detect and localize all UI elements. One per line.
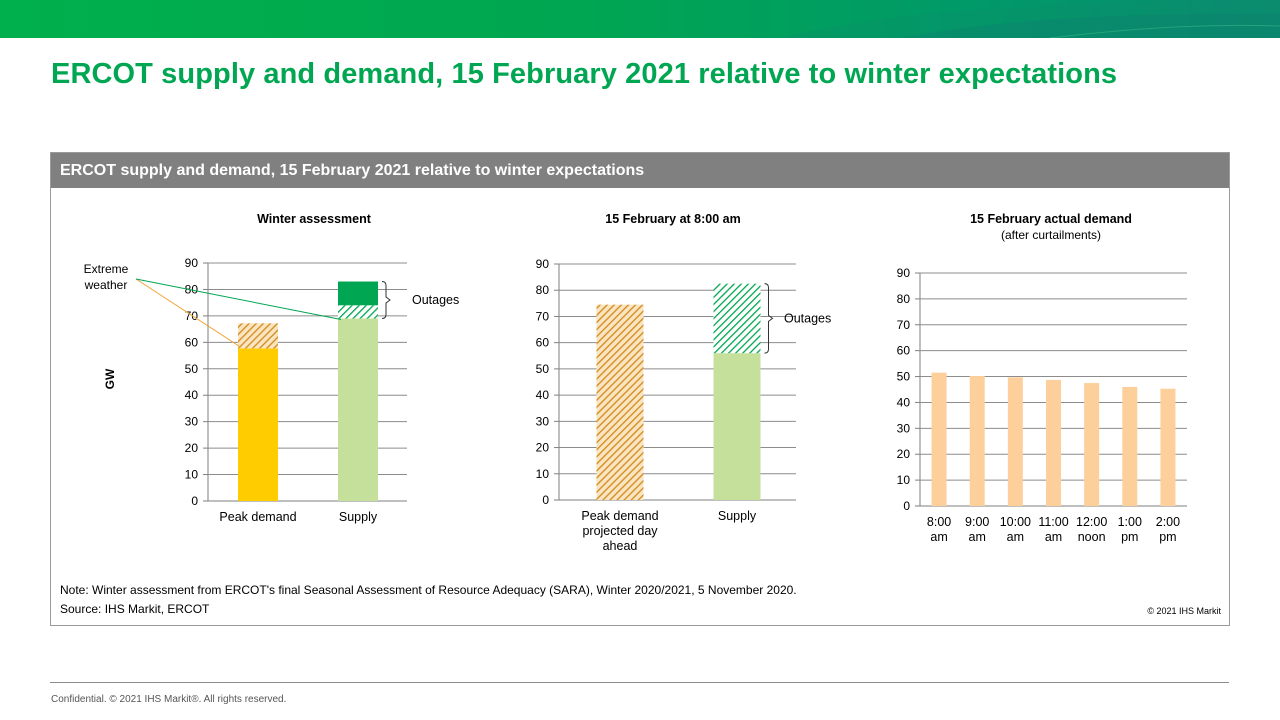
actual-demand-bar	[1160, 388, 1176, 506]
outages-label: Outages	[412, 293, 459, 307]
panel-header: ERCOT supply and demand, 15 February 202…	[51, 153, 1229, 188]
charts-canvas: Winter assessment GW 0 10 20 30 40 50 60 70 80 90…	[84, 212, 1187, 553]
y-tick-label: 50	[536, 362, 550, 376]
chart-feb15-8am: 15 February at 8:00 am 0 10 20 30 40 50 60 70 80…	[536, 212, 832, 553]
x-tick-label: 10:00	[1000, 515, 1031, 529]
y-tick-label: 70	[897, 318, 911, 332]
bar-segment-supply	[338, 305, 378, 319]
y-tick-label: 80	[897, 292, 911, 306]
x-tick-label: 9:00	[965, 515, 989, 529]
y-tick-label: 10	[897, 473, 911, 487]
actual-demand-bar	[1046, 379, 1061, 506]
x-tick-label: pm	[1159, 530, 1176, 544]
actual-demand-bar	[1007, 377, 1023, 506]
banner-wave-graphic	[780, 0, 1280, 38]
y-tick-label: 60	[536, 336, 550, 350]
x-tick-label: pm	[1121, 530, 1138, 544]
y-tick-label: 10	[185, 468, 199, 482]
y-tick-label: 10	[536, 467, 550, 481]
chart3-subtitle: (after curtailments)	[1001, 228, 1101, 242]
x-tick-label: am	[969, 530, 986, 544]
x-tick-label: ahead	[603, 539, 638, 553]
extreme-weather-label-line1: Extreme	[84, 262, 129, 276]
x-tick-label: 1:00	[1118, 515, 1142, 529]
bar-segment-supply	[713, 353, 761, 500]
x-tick-label: Peak demand	[581, 509, 658, 523]
x-tick-label: Supply	[339, 510, 378, 524]
footer-divider	[50, 682, 1229, 683]
bar-segment-supply	[713, 283, 761, 354]
bar-segment-peak-demand-projected	[596, 304, 644, 500]
x-tick-label: 2:00	[1156, 515, 1180, 529]
actual-demand-bar	[1122, 386, 1138, 506]
y-tick-label: 40	[185, 388, 199, 402]
extreme-weather-leader-orange	[135, 278, 242, 348]
x-tick-label: 12:00	[1076, 515, 1107, 529]
x-tick-label: am	[930, 530, 947, 544]
y-tick-label: 50	[897, 370, 911, 384]
y-tick-label: 60	[897, 344, 911, 358]
bracket-shape	[381, 281, 391, 320]
y-tick-label: 90	[185, 256, 199, 270]
extreme-weather-label-line2: weather	[84, 278, 128, 292]
x-tick-label: Supply	[718, 509, 757, 523]
chart2-title: 15 February at 8:00 am	[605, 212, 741, 226]
x-tick-label: noon	[1078, 530, 1106, 544]
y-tick-label: 20	[185, 441, 199, 455]
y-tick-label: 80	[185, 282, 199, 296]
bar-segment-peak-demand	[238, 323, 278, 349]
y-tick-label: 20	[897, 447, 911, 461]
chart-winter-assessment: Winter assessment GW 0 10 20 30 40 50 60 70 80 90…	[84, 212, 460, 524]
outages-bracket-chart2: Outages	[764, 283, 831, 354]
slide-title: ERCOT supply and demand, 15 February 202…	[51, 58, 1118, 90]
bar-segment-peak-demand	[238, 348, 278, 501]
extreme-weather-annotation: Extreme weather	[84, 262, 342, 348]
x-tick-label: am	[1007, 530, 1024, 544]
x-tick-label: 8:00	[927, 515, 951, 529]
actual-demand-bar	[969, 376, 985, 506]
y-tick-label: 60	[185, 335, 199, 349]
y-tick-label: 40	[897, 395, 911, 409]
y-tick-label: 70	[536, 309, 550, 323]
outages-label: Outages	[784, 311, 831, 325]
y-tick-label: 0	[903, 499, 910, 513]
y-tick-label: 0	[542, 493, 549, 507]
chart3-title: 15 February actual demand	[970, 212, 1132, 226]
y-tick-label: 30	[536, 414, 550, 428]
x-tick-label: projected day	[582, 524, 658, 538]
top-banner	[0, 0, 1280, 38]
chart1-ylabel: GW	[103, 368, 117, 389]
y-tick-label: 80	[536, 283, 550, 297]
y-tick-label: 40	[536, 388, 550, 402]
footer-confidential: Confidential. © 2021 IHS Markit®. All ri…	[51, 694, 287, 705]
outages-bracket-chart1: Outages	[381, 281, 459, 320]
chart1-title: Winter assessment	[257, 212, 372, 226]
note-text: Note: Winter assessment from ERCOT's fin…	[60, 583, 797, 597]
bracket-shape	[764, 283, 774, 354]
x-tick-label: 11:00	[1038, 515, 1068, 529]
chart-feb15-actual-demand: 15 February actual demand (after curtail…	[897, 212, 1187, 544]
copyright-text: © 2021 IHS Markit	[1147, 606, 1221, 616]
x-tick-label: am	[1045, 530, 1062, 544]
y-tick-label: 30	[897, 421, 911, 435]
actual-demand-bar	[1084, 383, 1100, 506]
y-tick-label: 90	[536, 257, 550, 271]
y-tick-label: 30	[185, 415, 199, 429]
y-tick-label: 0	[191, 494, 198, 508]
source-text: Source: IHS Markit, ERCOT	[60, 602, 210, 616]
extreme-weather-leader-green	[135, 278, 342, 321]
y-tick-label: 70	[185, 309, 199, 323]
bar-segment-supply	[338, 281, 378, 306]
y-tick-label: 20	[536, 441, 550, 455]
x-tick-label: Peak demand	[219, 510, 296, 524]
chart-panel: ERCOT supply and demand, 15 February 202…	[50, 152, 1230, 626]
bar-segment-supply	[338, 318, 378, 501]
actual-demand-bar	[931, 372, 947, 506]
y-tick-label: 50	[185, 362, 199, 376]
y-tick-label: 90	[897, 266, 911, 280]
